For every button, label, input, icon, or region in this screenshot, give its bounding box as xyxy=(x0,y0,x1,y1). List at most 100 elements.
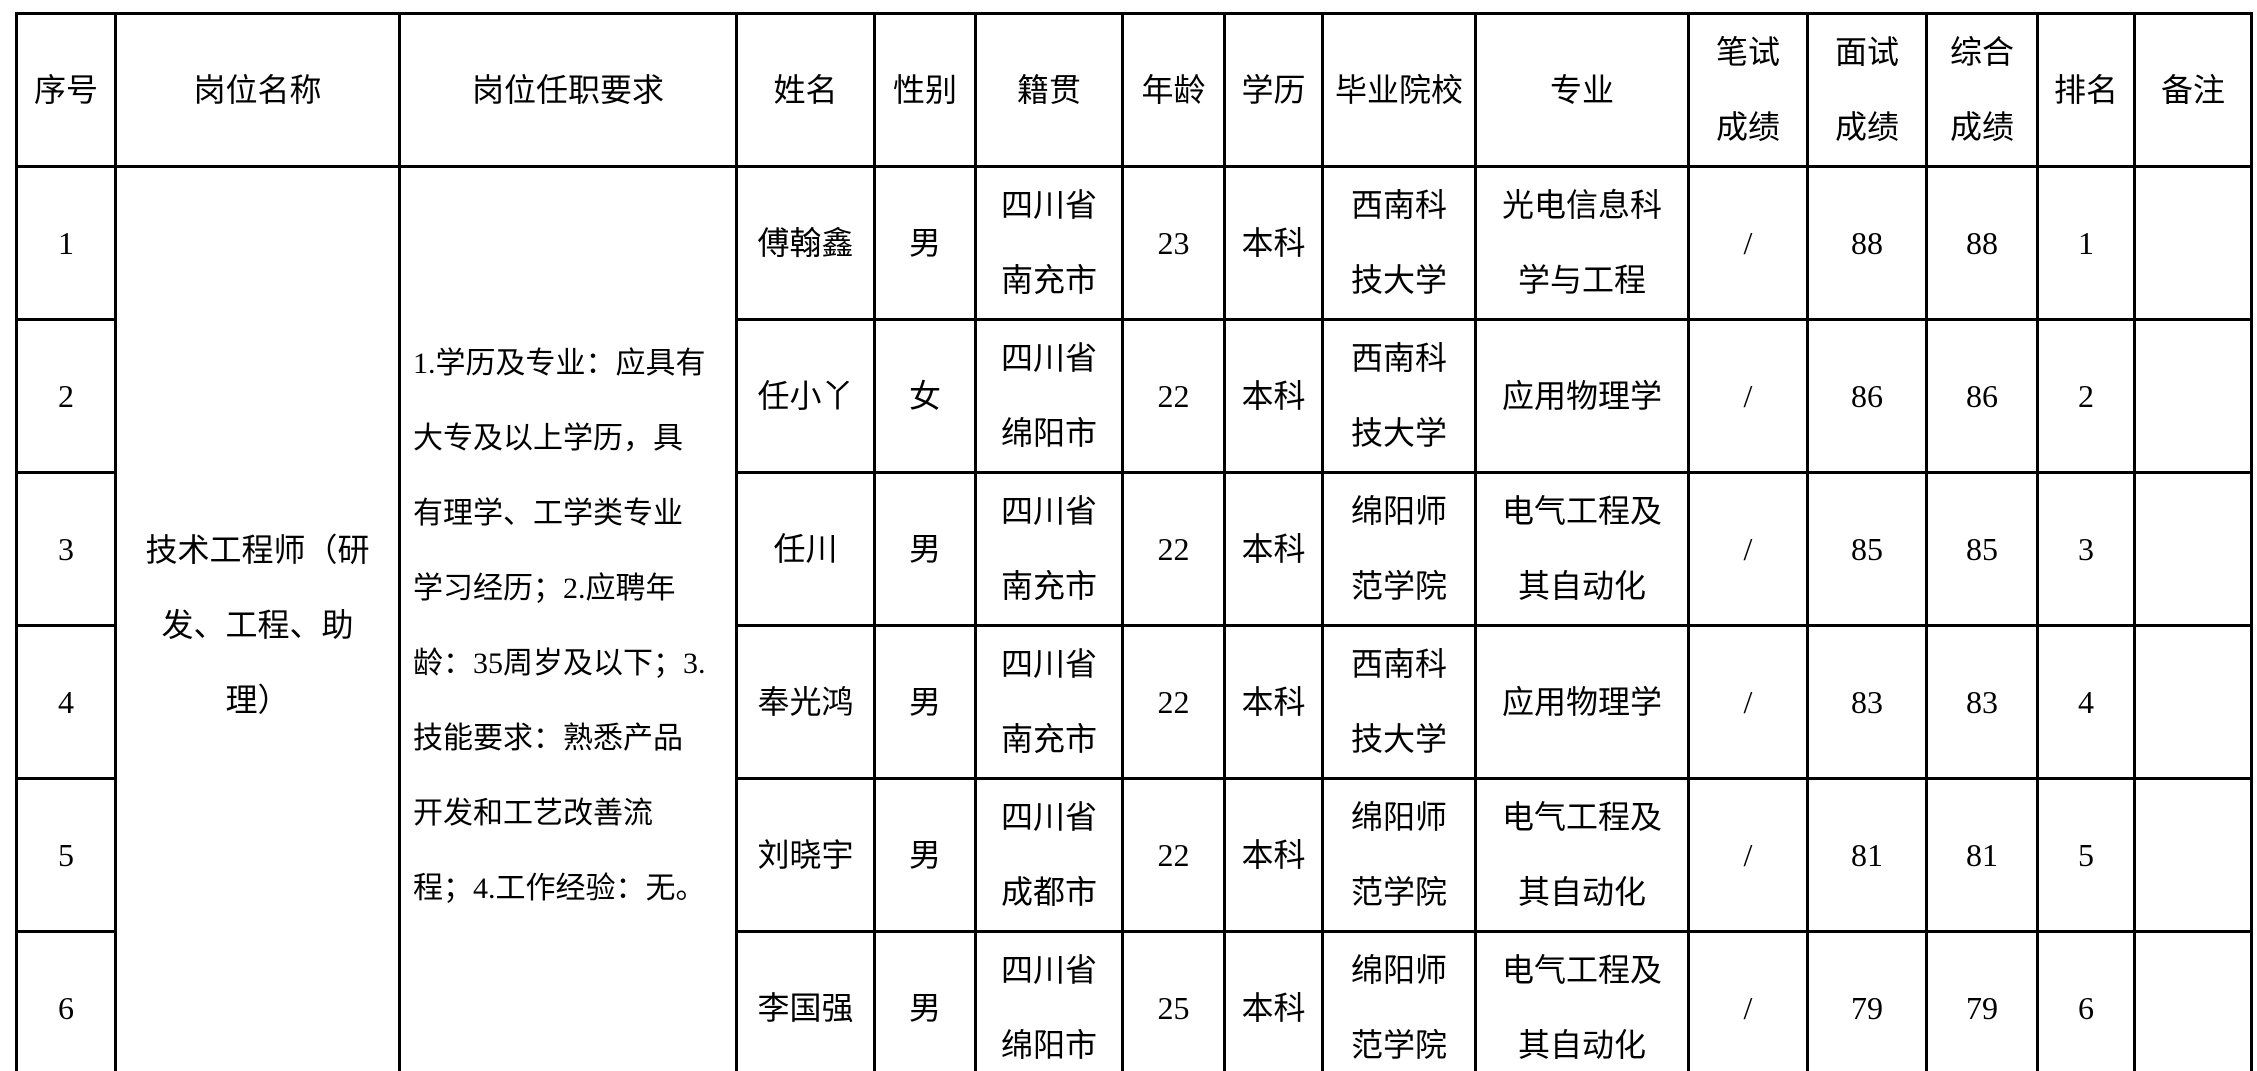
cell-r1-rank: 1 xyxy=(2036,165,2136,321)
header-remark: 备注 xyxy=(2133,12,2253,168)
cell-r3-major: 电气工程及 其自动化 xyxy=(1474,471,1690,627)
cell-r5-school: 绵阳师 范学院 xyxy=(1321,777,1477,933)
cell-r5-rank: 5 xyxy=(2036,777,2136,933)
header-requirements: 岗位任职要求 xyxy=(398,12,738,168)
cell-r2-overall-score: 86 xyxy=(1925,318,2039,474)
cell-r6-remark xyxy=(2133,930,2253,1071)
header-row: 序号 岗位名称 岗位任职要求 姓名 性别 籍贯 年龄 学历 毕业院校 专业 笔试… xyxy=(15,12,2253,168)
header-hometown: 籍贯 xyxy=(974,12,1124,168)
cell-r6-interview-score: 79 xyxy=(1806,930,1928,1071)
cell-r5-major: 电气工程及 其自动化 xyxy=(1474,777,1690,933)
cell-r1-education: 本科 xyxy=(1223,165,1324,321)
cell-r2-major: 应用物理学 xyxy=(1474,318,1690,474)
cell-r4-major: 应用物理学 xyxy=(1474,624,1690,780)
header-interview-score: 面试 成绩 xyxy=(1806,12,1928,168)
cell-r3-school: 绵阳师 范学院 xyxy=(1321,471,1477,627)
cell-r2-gender: 女 xyxy=(873,318,977,474)
cell-r5-index: 5 xyxy=(15,777,117,933)
cell-r5-written-score: / xyxy=(1687,777,1809,933)
cell-r6-overall-score: 79 xyxy=(1925,930,2039,1071)
cell-r5-remark xyxy=(2133,777,2253,933)
cell-r2-remark xyxy=(2133,318,2253,474)
cell-r4-gender: 男 xyxy=(873,624,977,780)
cell-r2-hometown: 四川省 绵阳市 xyxy=(974,318,1124,474)
cell-r1-interview-score: 88 xyxy=(1806,165,1928,321)
cell-r2-education: 本科 xyxy=(1223,318,1324,474)
header-name: 姓名 xyxy=(735,12,876,168)
header-major: 专业 xyxy=(1474,12,1690,168)
cell-r1-written-score: / xyxy=(1687,165,1809,321)
cell-r3-written-score: / xyxy=(1687,471,1809,627)
cell-r1-index: 1 xyxy=(15,165,117,321)
cell-r3-hometown: 四川省 南充市 xyxy=(974,471,1124,627)
cell-r3-index: 3 xyxy=(15,471,117,627)
cell-r2-name: 任小丫 xyxy=(735,318,876,474)
cell-r6-education: 本科 xyxy=(1223,930,1324,1071)
cell-r5-name: 刘晓宇 xyxy=(735,777,876,933)
cell-requirements-merged: 1.学历及专业：应具有 大专及以上学历，具 有理学、工学类专业 学习经历；2.应… xyxy=(398,165,738,1071)
cell-r4-interview-score: 83 xyxy=(1806,624,1928,780)
table-row-1: 1 技术工程师（研 发、工程、助 理） 1.学历及专业：应具有 大专及以上学历，… xyxy=(15,165,2253,1071)
cell-r4-written-score: / xyxy=(1687,624,1809,780)
cell-r3-interview-score: 85 xyxy=(1806,471,1928,627)
cell-r4-remark xyxy=(2133,624,2253,780)
header-position: 岗位名称 xyxy=(114,12,401,168)
cell-r3-remark xyxy=(2133,471,2253,627)
cell-r5-overall-score: 81 xyxy=(1925,777,2039,933)
header-school: 毕业院校 xyxy=(1321,12,1477,168)
cell-r6-gender: 男 xyxy=(873,930,977,1071)
cell-r1-major: 光电信息科 学与工程 xyxy=(1474,165,1690,321)
cell-r2-interview-score: 86 xyxy=(1806,318,1928,474)
cell-r1-name: 傅翰鑫 xyxy=(735,165,876,321)
cell-r5-hometown: 四川省 成都市 xyxy=(974,777,1124,933)
table-row-3: 3 任川 男 四川省 南充市 22 本科 绵阳师 范学院 电气工程及 其自动化 … xyxy=(15,471,2253,627)
cell-r4-name: 奉光鸿 xyxy=(735,624,876,780)
cell-r3-gender: 男 xyxy=(873,471,977,627)
cell-r2-index: 2 xyxy=(15,318,117,474)
table-row-4: 4 奉光鸿 男 四川省 南充市 22 本科 西南科 技大学 应用物理学 / 83… xyxy=(15,624,2253,780)
header-written-score: 笔试 成绩 xyxy=(1687,12,1809,168)
cell-r3-overall-score: 85 xyxy=(1925,471,2039,627)
cell-position-merged: 技术工程师（研 发、工程、助 理） xyxy=(114,165,401,1071)
header-rank: 排名 xyxy=(2036,12,2136,168)
header-gender: 性别 xyxy=(873,12,977,168)
cell-r6-age: 25 xyxy=(1121,930,1226,1071)
cell-r5-gender: 男 xyxy=(873,777,977,933)
cell-r2-age: 22 xyxy=(1121,318,1226,474)
cell-r5-interview-score: 81 xyxy=(1806,777,1928,933)
cell-r6-major: 电气工程及 其自动化 xyxy=(1474,930,1690,1071)
cell-r1-gender: 男 xyxy=(873,165,977,321)
cell-r6-index: 6 xyxy=(15,930,117,1071)
cell-r3-education: 本科 xyxy=(1223,471,1324,627)
header-index: 序号 xyxy=(15,12,117,168)
cell-r4-age: 22 xyxy=(1121,624,1226,780)
cell-r6-written-score: / xyxy=(1687,930,1809,1071)
cell-r4-index: 4 xyxy=(15,624,117,780)
cell-r6-name: 李国强 xyxy=(735,930,876,1071)
candidates-table: 序号 岗位名称 岗位任职要求 姓名 性别 籍贯 年龄 学历 毕业院校 专业 笔试… xyxy=(15,12,2253,1071)
cell-r3-rank: 3 xyxy=(2036,471,2136,627)
cell-r1-school: 西南科 技大学 xyxy=(1321,165,1477,321)
cell-r1-age: 23 xyxy=(1121,165,1226,321)
cell-r4-education: 本科 xyxy=(1223,624,1324,780)
cell-r2-school: 西南科 技大学 xyxy=(1321,318,1477,474)
cell-r5-age: 22 xyxy=(1121,777,1226,933)
cell-r6-school: 绵阳师 范学院 xyxy=(1321,930,1477,1071)
cell-r6-rank: 6 xyxy=(2036,930,2136,1071)
cell-r1-remark xyxy=(2133,165,2253,321)
cell-r3-age: 22 xyxy=(1121,471,1226,627)
header-overall-score: 综合 成绩 xyxy=(1925,12,2039,168)
cell-r2-rank: 2 xyxy=(2036,318,2136,474)
cell-r1-overall-score: 88 xyxy=(1925,165,2039,321)
cell-r3-name: 任川 xyxy=(735,471,876,627)
table-row-5: 5 刘晓宇 男 四川省 成都市 22 本科 绵阳师 范学院 电气工程及 其自动化… xyxy=(15,777,2253,933)
cell-r6-hometown: 四川省 绵阳市 xyxy=(974,930,1124,1071)
header-age: 年龄 xyxy=(1121,12,1226,168)
cell-r4-hometown: 四川省 南充市 xyxy=(974,624,1124,780)
cell-r4-rank: 4 xyxy=(2036,624,2136,780)
header-education: 学历 xyxy=(1223,12,1324,168)
cell-r1-hometown: 四川省 南充市 xyxy=(974,165,1124,321)
cell-r4-school: 西南科 技大学 xyxy=(1321,624,1477,780)
cell-r2-written-score: / xyxy=(1687,318,1809,474)
